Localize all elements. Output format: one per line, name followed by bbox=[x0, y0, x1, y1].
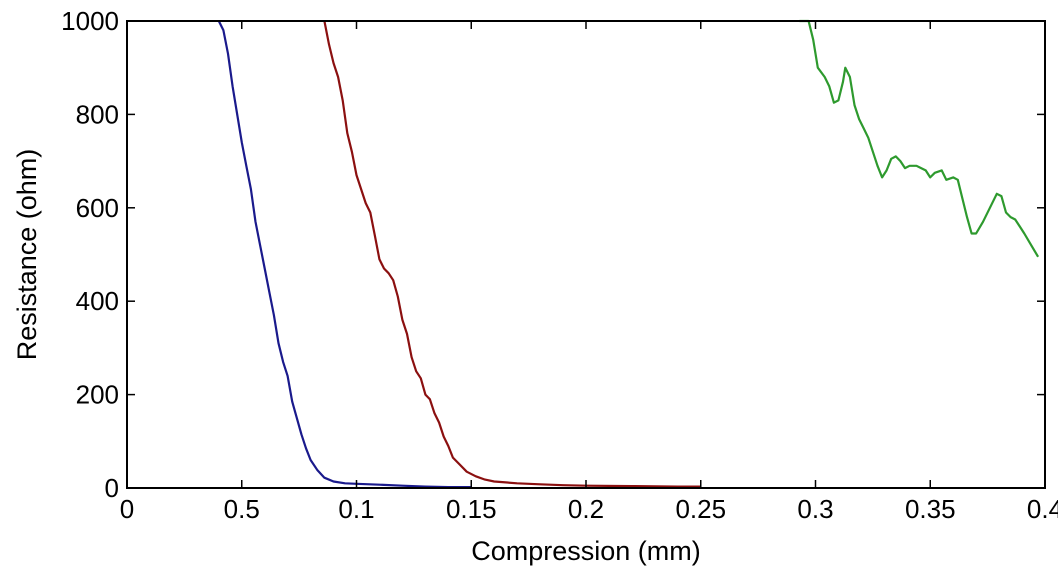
x-tick-label: 0.15 bbox=[446, 494, 497, 524]
plot-frame bbox=[126, 20, 1046, 489]
x-tick-label: 0.25 bbox=[675, 494, 726, 524]
series-line-1 bbox=[217, 20, 472, 489]
x-tick-label: 0 bbox=[120, 494, 134, 524]
x-tick-label: 0.3 bbox=[797, 494, 833, 524]
x-tick-label: 0.2 bbox=[568, 494, 604, 524]
y-tick-label: 800 bbox=[76, 99, 119, 129]
y-tick-label: 0 bbox=[105, 473, 119, 503]
series-line-3 bbox=[799, 19, 1040, 258]
y-tick-label: 400 bbox=[76, 286, 119, 316]
y-tick-label: 1000 bbox=[61, 6, 119, 36]
y-axis-title: Resistance (ohm) bbox=[12, 149, 42, 361]
x-tick-label: 0.5 bbox=[224, 494, 260, 524]
ticks-layer: 0 0.5 0.1 0.15 0.2 0.25 0.3 0.35 0.4 0 200 400 600 80… bbox=[61, 6, 1058, 524]
y-tick-label: 200 bbox=[76, 380, 119, 410]
x-tick-label: 0.35 bbox=[905, 494, 956, 524]
series-layer bbox=[217, 19, 1040, 489]
x-tick-label: 0.1 bbox=[338, 494, 374, 524]
series-line-2 bbox=[323, 20, 701, 488]
x-axis-title: Compression (mm) bbox=[471, 536, 701, 566]
x-tick-label: 0.4 bbox=[1027, 494, 1058, 524]
y-tick-label: 600 bbox=[76, 193, 119, 223]
